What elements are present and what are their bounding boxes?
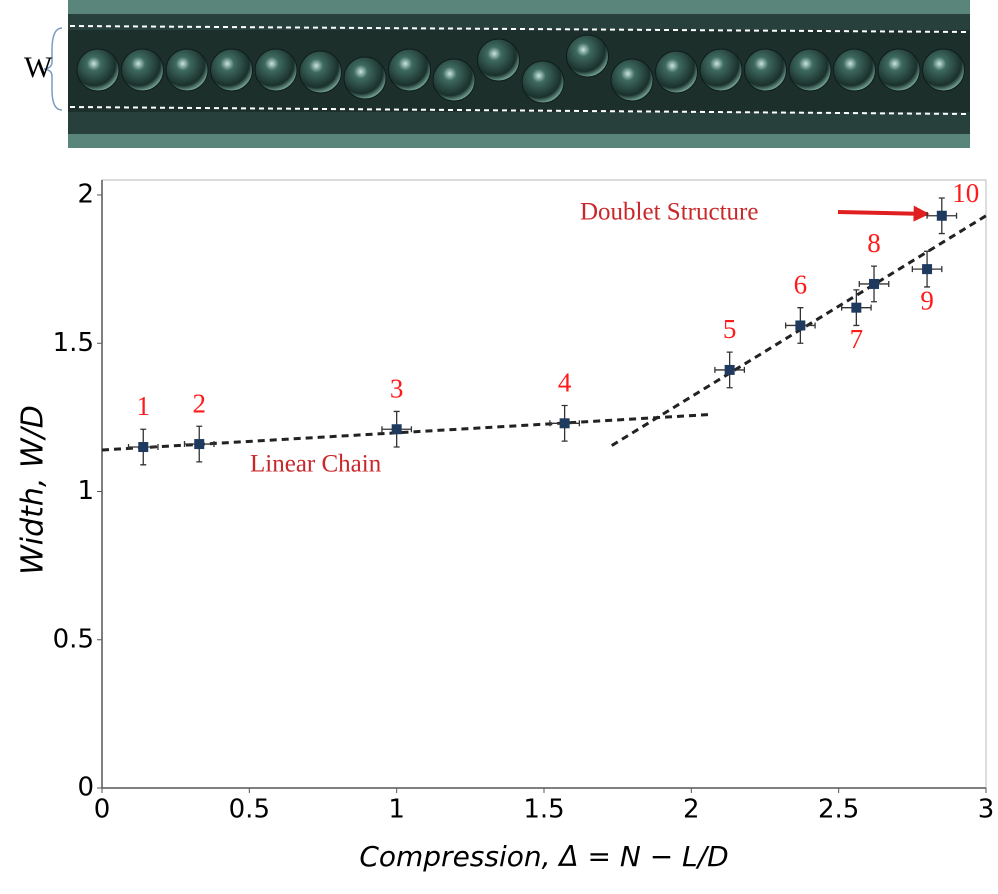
point-label: 5 <box>723 314 737 344</box>
droplet <box>877 48 921 92</box>
point <box>922 264 933 275</box>
annotation: Linear Chain <box>250 451 382 478</box>
droplet <box>477 38 520 82</box>
droplet <box>76 48 120 92</box>
droplet <box>388 48 431 92</box>
y-tick-label: 1.5 <box>53 328 94 358</box>
point-label: 6 <box>794 270 808 300</box>
droplet <box>432 58 476 102</box>
y-tick-label: 1 <box>77 476 94 506</box>
photo-guide <box>69 106 969 115</box>
point <box>869 278 880 289</box>
plot <box>101 179 987 789</box>
photo-guide <box>69 25 969 33</box>
point <box>559 418 570 429</box>
x-tick-label: 2.5 <box>818 795 859 825</box>
plot-frame <box>101 179 987 789</box>
y-tick-label: 2 <box>77 180 94 210</box>
y-axis-label: Width, W/D <box>16 405 51 575</box>
fit-line <box>610 214 987 447</box>
point-label: 3 <box>390 373 404 403</box>
point-label: 2 <box>192 388 206 418</box>
droplet <box>610 58 654 102</box>
point <box>194 439 205 450</box>
x-tick-label: 2 <box>683 795 700 825</box>
point-label: 8 <box>867 228 881 258</box>
droplet <box>254 48 298 92</box>
point-label: 10 <box>952 178 979 208</box>
image-label: W <box>24 51 53 84</box>
x-tick-label: 3 <box>978 795 995 825</box>
droplet <box>922 48 965 92</box>
droplet <box>655 50 698 94</box>
x-tick-label: 0 <box>94 795 111 825</box>
point <box>851 302 862 313</box>
annotation-arrow <box>837 205 930 222</box>
point <box>724 364 735 375</box>
point <box>138 442 149 453</box>
droplet <box>788 48 832 92</box>
droplet <box>521 60 565 104</box>
x-tick-label: 0.5 <box>229 795 270 825</box>
droplet <box>566 34 609 78</box>
droplet <box>299 50 342 94</box>
droplet <box>744 48 787 92</box>
photo <box>68 0 970 148</box>
droplet <box>343 56 387 100</box>
point <box>936 210 947 221</box>
x-axis-label: Compression, Δ = N − L/D <box>359 840 728 873</box>
droplet <box>833 48 876 92</box>
point-label: 4 <box>558 368 572 398</box>
x-tick-label: 1 <box>388 795 405 825</box>
y-tick-label: 0.5 <box>53 624 94 654</box>
point <box>391 424 402 435</box>
droplet <box>165 48 209 92</box>
point-label: 1 <box>137 391 151 421</box>
brace <box>43 27 63 111</box>
x-tick-label: 1.5 <box>523 795 564 825</box>
annotation: Doublet Structure <box>580 199 758 226</box>
point <box>795 320 806 331</box>
point-label: 7 <box>850 324 864 354</box>
droplet <box>699 48 743 92</box>
y-tick-label: 0 <box>77 773 94 803</box>
droplet <box>210 48 253 92</box>
point-label: 9 <box>920 285 934 315</box>
droplet <box>121 48 164 92</box>
